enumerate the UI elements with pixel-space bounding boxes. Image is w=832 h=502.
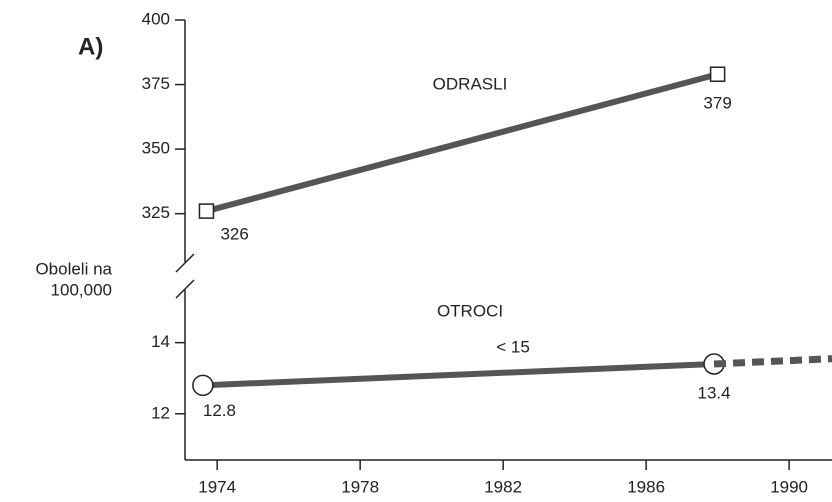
y-tick-label: 400 xyxy=(142,9,170,28)
panel-label: A) xyxy=(78,33,103,60)
axis-break xyxy=(175,279,195,299)
marker xyxy=(709,66,726,82)
y-tick-label: 350 xyxy=(142,139,170,158)
marker xyxy=(192,374,214,397)
x-tick-label: 1982 xyxy=(484,477,522,496)
y-axis-label: 100,000 xyxy=(51,280,112,299)
x-tick-label: 1974 xyxy=(198,477,236,496)
x-tick-label: 1986 xyxy=(627,477,665,496)
projection-line xyxy=(713,355,832,368)
data-label: 12.8 xyxy=(203,401,236,420)
y-tick-label: 375 xyxy=(142,74,170,93)
y-axis-label: Oboleli na xyxy=(35,259,112,278)
annotation: OTROCI xyxy=(437,301,503,320)
data-label: 13.4 xyxy=(697,383,730,402)
axis-break xyxy=(175,253,195,273)
annotation: < 15 xyxy=(496,337,530,356)
y-tick-label: 14 xyxy=(151,332,170,351)
annotation: ODRASLI xyxy=(433,74,508,93)
data-label: 326 xyxy=(220,225,248,244)
y-tick-label: 325 xyxy=(142,203,170,222)
x-tick-label: 1978 xyxy=(341,477,379,496)
x-tick-label: 1990 xyxy=(770,477,808,496)
series-line xyxy=(205,71,719,214)
y-tick-label: 12 xyxy=(151,403,170,422)
marker xyxy=(198,203,215,219)
series-line xyxy=(202,361,715,389)
data-label: 379 xyxy=(703,94,731,113)
